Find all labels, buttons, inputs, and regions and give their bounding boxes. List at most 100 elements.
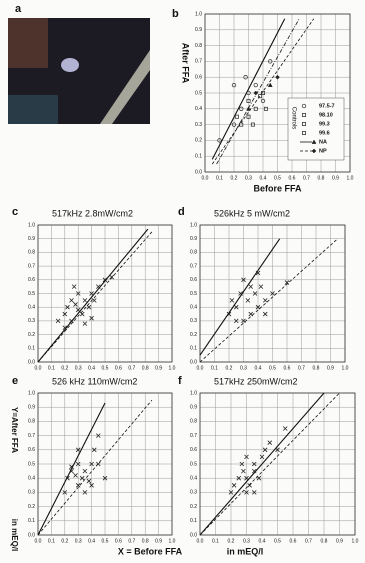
data-point [241, 468, 246, 474]
fit-line [199, 392, 325, 536]
fit-line [199, 392, 340, 536]
data-point [244, 454, 249, 460]
data-point [244, 490, 249, 495]
data-point [102, 475, 108, 481]
data-point [284, 280, 290, 285]
x-tick-label: 0.6 [284, 365, 291, 371]
x-tick-label: 0.4 [88, 365, 95, 371]
data-point [73, 473, 78, 478]
data-point [239, 122, 244, 127]
data-point [228, 490, 234, 495]
y-tick-label: 0.0 [195, 169, 202, 175]
x-tick-label: 0.4 [260, 175, 267, 181]
y-tick-label: 1.0 [28, 222, 35, 228]
y-tick-label: 0.4 [190, 476, 197, 482]
x-tick-label: 0.3 [75, 538, 82, 544]
y-tick-label: 0.9 [28, 236, 35, 242]
legend-marker [301, 103, 307, 109]
data-point [236, 475, 242, 481]
data-point [86, 478, 92, 484]
x-tick-label: 0.3 [243, 538, 250, 544]
y-tick-label: 0.0 [28, 359, 35, 365]
y-tick-label: 0.6 [190, 447, 197, 453]
x-tick-label: 0.7 [305, 538, 312, 544]
x-tick-label: 0.1 [212, 538, 219, 544]
data-point [262, 311, 268, 317]
y-tick-label: 0.1 [190, 346, 197, 352]
data-point [258, 94, 263, 99]
legend-label: NA [319, 139, 327, 145]
y-tick-label: 0.7 [28, 263, 35, 269]
data-point [263, 106, 268, 111]
data-point [246, 106, 251, 111]
y-tick-label: 0.3 [28, 318, 35, 324]
chart-title: 526kHz 5 mW/cm2 [214, 208, 290, 218]
data-point [69, 464, 74, 470]
data-point [75, 307, 81, 313]
legend-label: 98.10 [319, 112, 333, 118]
y-axis-unit: in mEQ/l [10, 519, 19, 551]
x-tick-label: 0.1 [48, 365, 55, 371]
x-tick-label: 0.6 [290, 538, 297, 544]
data-point [82, 490, 88, 495]
data-point [233, 304, 239, 310]
data-point [69, 298, 74, 303]
data-point [86, 304, 92, 310]
panel-label: a [15, 3, 22, 15]
legend-label: 99.6 [319, 130, 330, 136]
y-tick-label: 0.0 [28, 532, 35, 538]
data-point [253, 106, 258, 111]
fit-line [37, 228, 149, 363]
data-point [226, 311, 232, 317]
fit-line [37, 399, 153, 536]
x-tick-label: 0.3 [245, 175, 252, 181]
y-tick-label: 0.5 [28, 461, 35, 467]
y-tick-label: 0.7 [190, 433, 197, 439]
data-point [79, 311, 85, 317]
y-tick-label: 0.3 [28, 490, 35, 496]
data-point [71, 284, 77, 289]
data-point [267, 82, 273, 87]
x-tick-label: 0.9 [332, 175, 339, 181]
y-tick-label: 0.7 [28, 433, 35, 439]
x-tick-label: 0.2 [61, 365, 68, 371]
x-tick-label: 0.2 [61, 538, 68, 544]
y-tick-label: 0.5 [190, 461, 197, 467]
plot-frame [199, 224, 346, 363]
x-tick-label: 0.1 [48, 538, 55, 544]
y-tick-label: 0.3 [195, 122, 202, 128]
x-tick-label: 0.9 [327, 365, 334, 371]
y-tick-label: 0.6 [28, 447, 35, 453]
y-tick-label: 0.4 [195, 106, 202, 112]
data-point [79, 475, 85, 481]
y-tick-label: 0.9 [190, 236, 197, 242]
data-point [258, 284, 264, 289]
x-tick-label: 0.2 [231, 175, 238, 181]
x-tick-label: 0.5 [274, 538, 281, 544]
data-point [248, 284, 254, 289]
data-point [259, 454, 265, 460]
y-tick-label: 0.1 [195, 154, 202, 160]
legend-title: Controls [290, 107, 296, 129]
y-tick-label: 0.6 [28, 277, 35, 283]
x-tick-label: 0.7 [128, 538, 135, 544]
data-point [270, 291, 275, 296]
x-axis-label: X = Before FFA [118, 546, 183, 556]
x-tick-label: 1.0 [169, 365, 176, 371]
x-tick-label: 0.6 [289, 175, 296, 181]
y-tick-label: 0.4 [190, 305, 197, 311]
legend-marker [302, 131, 306, 135]
data-point [247, 483, 252, 488]
y-tick-label: 0.1 [190, 518, 197, 524]
data-point [75, 291, 81, 296]
data-point [89, 483, 94, 488]
x-tick-label: 0.7 [303, 175, 310, 181]
data-point [251, 468, 257, 474]
data-point [69, 318, 74, 324]
data-point [82, 468, 88, 474]
data-point [75, 483, 81, 488]
x-tick-label: 0.0 [35, 538, 42, 544]
x-tick-label: 0.1 [211, 365, 218, 371]
plot-frame [199, 392, 356, 536]
